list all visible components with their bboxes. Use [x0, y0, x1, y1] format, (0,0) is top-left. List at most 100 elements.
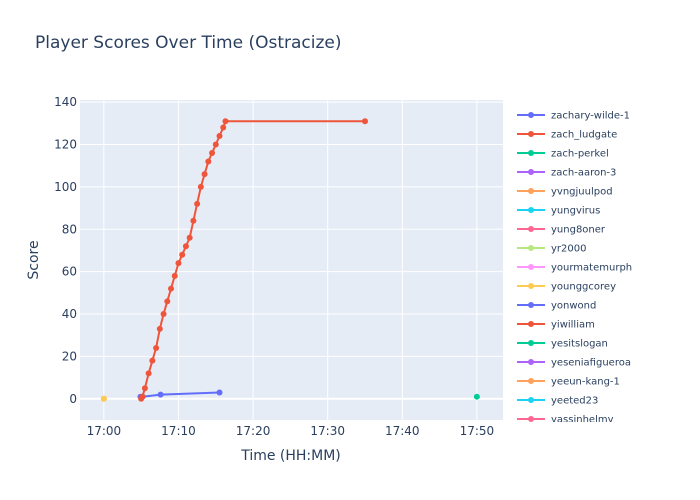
legend-item[interactable]: yonwond — [517, 301, 596, 312]
legend-items: zachary-wilde-1 zach_ludgate zach-perkel za… — [517, 111, 632, 426]
y-tick-label: 40 — [62, 307, 77, 321]
data-point-zach_ludgate — [361, 118, 368, 125]
legend-label: yourmatemurph — [551, 263, 632, 274]
x-axis-ticks: 17:00 17:10 17:20 17:30 17:40 17:50 — [87, 424, 495, 438]
legend-label: yesitslogan — [551, 339, 608, 350]
legend-label: yeseniafigueroa — [551, 358, 631, 369]
data-point-zach_ludgate — [156, 325, 163, 332]
legend-item[interactable]: yourmatemurph — [517, 263, 632, 274]
legend-marker — [528, 169, 534, 175]
y-tick-label: 100 — [54, 180, 77, 194]
x-tick-label: 17:10 — [161, 424, 196, 438]
x-tick-label: 17:30 — [310, 424, 345, 438]
data-point-zach_ludgate — [179, 251, 186, 258]
legend-marker — [528, 416, 534, 422]
legend-marker — [528, 340, 534, 346]
data-point-zach_ludgate — [212, 141, 219, 148]
legend-marker — [528, 359, 534, 365]
legend[interactable]: zachary-wilde-1 zach_ludgate zach-perkel za… — [517, 111, 632, 426]
legend-label: zach_ludgate — [551, 130, 617, 141]
series-points — [100, 118, 480, 402]
y-axis-title: Score — [26, 240, 42, 279]
legend-item[interactable]: zach-aaron-3 — [517, 168, 616, 179]
legend-item[interactable]: yassinhelmy — [517, 415, 614, 426]
x-tick-label: 17:40 — [385, 424, 420, 438]
legend-label: yeeun-kang-1 — [551, 377, 620, 388]
legend-marker — [528, 226, 534, 232]
legend-label: yonwond — [551, 301, 596, 312]
y-tick-label: 0 — [69, 392, 77, 406]
y-tick-label: 140 — [54, 95, 77, 109]
legend-marker — [528, 131, 534, 137]
data-point-zach_ludgate — [160, 311, 167, 318]
legend-label: zach-perkel — [551, 149, 609, 160]
data-point-zach_ludgate — [149, 357, 156, 364]
data-point-zach_ludgate — [197, 183, 204, 190]
data-point-zach_ludgate — [222, 118, 229, 125]
legend-item[interactable]: yeeun-kang-1 — [517, 377, 620, 388]
legend-item[interactable]: yung8oner — [517, 225, 606, 236]
data-point-zachary-wilde-1 — [157, 391, 164, 398]
data-point-zach_ludgate — [164, 298, 171, 305]
data-point-younggcorey — [100, 395, 107, 402]
data-point-zach_ludgate — [153, 344, 160, 351]
data-point-zach_ludgate — [182, 243, 189, 250]
data-point-zach_ludgate — [139, 393, 146, 400]
legend-label: yung8oner — [551, 225, 606, 236]
legend-item[interactable]: yesitslogan — [517, 339, 608, 350]
data-point-zach_ludgate — [141, 385, 148, 392]
data-point-zach_ludgate — [220, 124, 227, 131]
legend-label: zachary-wilde-1 — [551, 111, 630, 122]
legend-item[interactable]: yeseniafigueroa — [517, 358, 631, 369]
x-tick-label: 17:50 — [460, 424, 495, 438]
grid-lines — [80, 100, 503, 420]
legend-marker — [528, 207, 534, 213]
data-point-zach_ludgate — [216, 133, 223, 140]
legend-item[interactable]: yeeted23 — [517, 396, 598, 407]
legend-marker — [528, 321, 534, 327]
chart-title: Player Scores Over Time (Ostracize) — [35, 33, 342, 53]
legend-marker — [528, 397, 534, 403]
data-point-zach_ludgate — [145, 370, 152, 377]
legend-marker — [528, 188, 534, 194]
legend-marker — [528, 283, 534, 289]
x-tick-label: 17:00 — [87, 424, 122, 438]
plot-background — [80, 100, 503, 420]
legend-label: zach-aaron-3 — [551, 168, 616, 179]
legend-label: yiwilliam — [551, 320, 595, 331]
data-point-zach_ludgate — [168, 285, 175, 292]
legend-item[interactable]: yr2000 — [517, 244, 586, 255]
data-point-zach_ludgate — [209, 149, 216, 156]
legend-label: yeeted23 — [551, 396, 598, 407]
legend-label: yvngjuulpod — [551, 187, 613, 198]
y-tick-label: 120 — [54, 138, 77, 152]
data-point-zach_ludgate — [171, 272, 178, 279]
legend-marker — [528, 302, 534, 308]
y-tick-label: 20 — [62, 349, 77, 363]
y-tick-label: 80 — [62, 222, 77, 236]
data-point-zach_ludgate — [194, 200, 201, 207]
legend-item[interactable]: zach_ludgate — [517, 130, 617, 141]
data-point-zach_ludgate — [186, 234, 193, 241]
x-tick-label: 17:20 — [236, 424, 271, 438]
data-point-zach-perkel — [473, 393, 480, 400]
legend-label: younggcorey — [551, 282, 616, 293]
legend-marker — [528, 245, 534, 251]
legend-label: yungvirus — [551, 206, 600, 217]
data-point-zach_ludgate — [190, 217, 197, 224]
legend-item[interactable]: zachary-wilde-1 — [517, 111, 630, 122]
y-axis-ticks: 0 20 40 60 80 100 120 140 — [54, 95, 77, 406]
x-axis-title: Time (HH:MM) — [240, 448, 341, 464]
legend-item[interactable]: yungvirus — [517, 206, 600, 217]
y-tick-label: 60 — [62, 265, 77, 279]
legend-item[interactable]: younggcorey — [517, 282, 616, 293]
data-point-zachary-wilde-1 — [216, 389, 223, 396]
legend-item[interactable]: yiwilliam — [517, 320, 595, 331]
legend-item[interactable]: zach-perkel — [517, 149, 609, 160]
legend-marker — [528, 378, 534, 384]
legend-marker — [528, 112, 534, 118]
legend-label: yassinhelmy — [551, 415, 614, 426]
data-point-zach_ludgate — [201, 171, 208, 178]
legend-item[interactable]: yvngjuulpod — [517, 187, 613, 198]
